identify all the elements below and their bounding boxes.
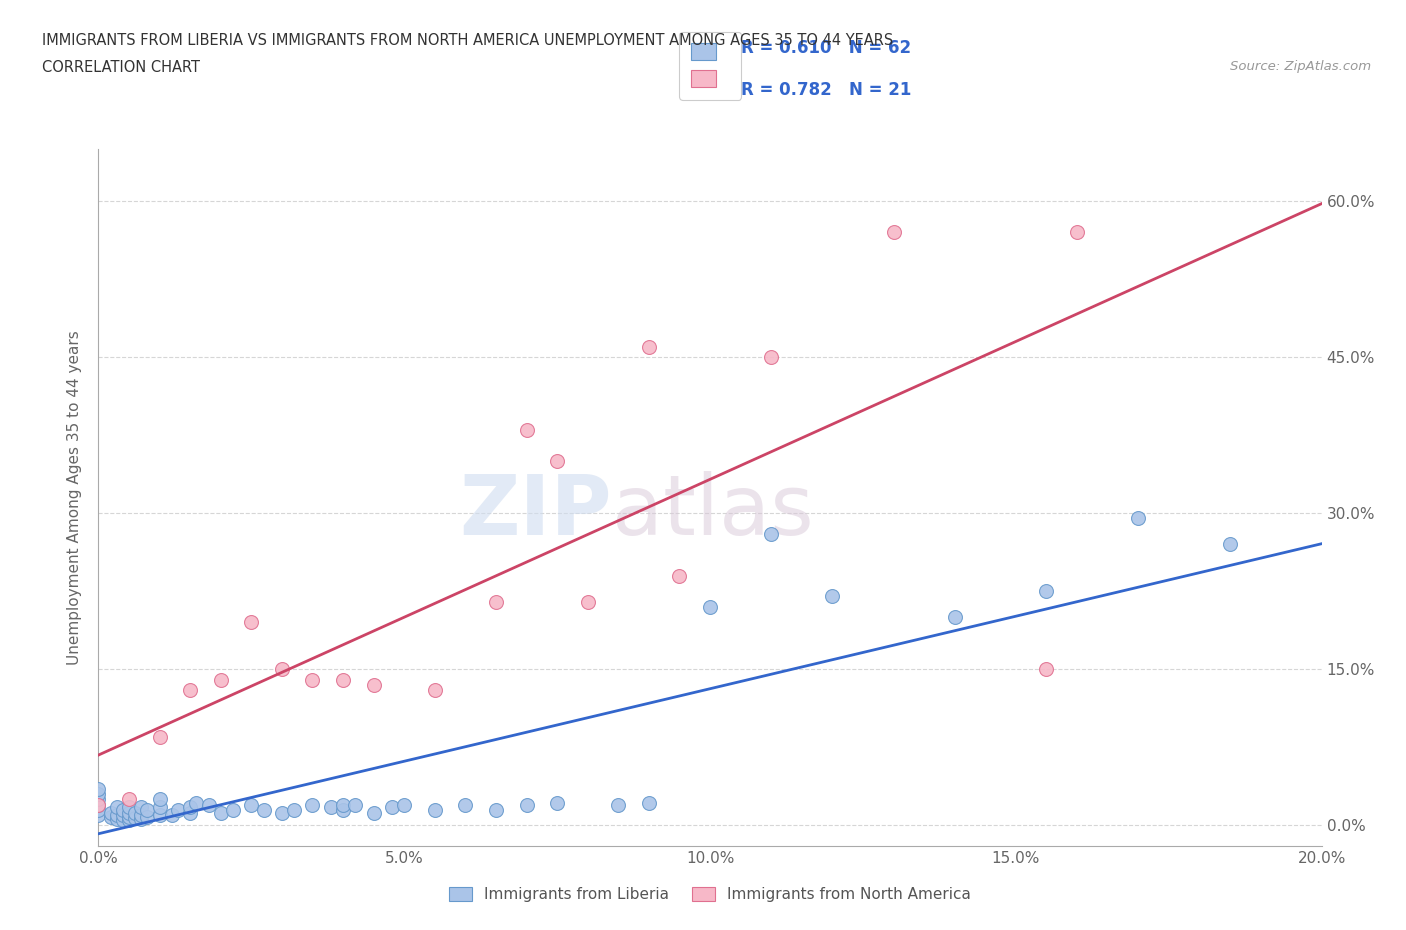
Point	[270, 662, 292, 677]
Point	[1066, 225, 1088, 240]
Text: R = 0.782   N = 21: R = 0.782 N = 21	[741, 81, 911, 99]
Point	[118, 810, 141, 825]
Point	[1219, 537, 1241, 551]
Point	[149, 729, 172, 744]
Point	[319, 799, 342, 814]
Point	[283, 803, 305, 817]
Point	[485, 594, 508, 609]
Point	[363, 805, 385, 820]
Point	[149, 807, 172, 822]
Point	[607, 797, 630, 812]
Point	[546, 454, 568, 469]
Point	[222, 803, 245, 817]
Point	[699, 600, 721, 615]
Point	[100, 805, 122, 820]
Point	[363, 677, 385, 692]
Point	[1035, 584, 1057, 599]
Point	[1128, 511, 1150, 525]
Point	[209, 672, 232, 687]
Point	[668, 568, 690, 583]
Point	[179, 805, 201, 820]
Point	[759, 350, 782, 365]
Point	[392, 797, 416, 812]
Point	[129, 812, 152, 827]
Point	[637, 795, 661, 810]
Point	[423, 683, 446, 698]
Point	[516, 797, 538, 812]
Point	[136, 803, 159, 817]
Point	[105, 807, 128, 822]
Point	[240, 797, 263, 812]
Point	[105, 812, 128, 827]
Point	[576, 594, 599, 609]
Point	[111, 807, 134, 822]
Text: R = 0.610   N = 62: R = 0.610 N = 62	[741, 39, 911, 57]
Point	[118, 792, 141, 807]
Text: CORRELATION CHART: CORRELATION CHART	[42, 60, 200, 75]
Point	[759, 526, 782, 541]
Point	[87, 797, 110, 812]
Point	[301, 797, 323, 812]
Point	[1035, 662, 1057, 677]
Point	[332, 672, 354, 687]
Point	[252, 803, 274, 817]
Point	[118, 813, 141, 828]
Text: atlas: atlas	[612, 471, 814, 552]
Text: IMMIGRANTS FROM LIBERIA VS IMMIGRANTS FROM NORTH AMERICA UNEMPLOYMENT AMONG AGES: IMMIGRANTS FROM LIBERIA VS IMMIGRANTS FR…	[42, 33, 893, 47]
Point	[179, 799, 201, 814]
Point	[423, 803, 446, 817]
Point	[637, 339, 661, 354]
Point	[186, 795, 208, 810]
Point	[149, 799, 172, 814]
Point	[454, 797, 477, 812]
Point	[167, 803, 190, 817]
Text: Source: ZipAtlas.com: Source: ZipAtlas.com	[1230, 60, 1371, 73]
Point	[179, 683, 201, 698]
Point	[129, 807, 152, 822]
Point	[129, 799, 152, 814]
Point	[118, 799, 141, 814]
Point	[87, 792, 110, 807]
Point	[111, 813, 134, 828]
Point	[883, 225, 905, 240]
Point	[87, 803, 110, 817]
Point	[240, 615, 263, 630]
Point	[301, 672, 323, 687]
Point	[160, 807, 183, 822]
Point	[111, 803, 134, 817]
Point	[100, 810, 122, 825]
Legend: Immigrants from Liberia, Immigrants from North America: Immigrants from Liberia, Immigrants from…	[443, 881, 977, 909]
Point	[87, 797, 110, 812]
Point	[118, 805, 141, 820]
Point	[136, 810, 159, 825]
Point	[124, 811, 146, 826]
Point	[332, 803, 354, 817]
Point	[124, 805, 146, 820]
Point	[344, 797, 367, 812]
Point	[516, 422, 538, 437]
Y-axis label: Unemployment Among Ages 35 to 44 years: Unemployment Among Ages 35 to 44 years	[67, 330, 83, 665]
Point	[209, 805, 232, 820]
Point	[943, 610, 966, 625]
Point	[105, 799, 128, 814]
Point	[149, 792, 172, 807]
Point	[87, 807, 110, 822]
Point	[270, 805, 292, 820]
Point	[87, 787, 110, 802]
Point	[87, 781, 110, 796]
Point	[546, 795, 568, 810]
Point	[381, 799, 404, 814]
Text: ZIP: ZIP	[460, 471, 612, 552]
Point	[332, 797, 354, 812]
Point	[821, 589, 844, 604]
Point	[485, 803, 508, 817]
Point	[197, 797, 219, 812]
